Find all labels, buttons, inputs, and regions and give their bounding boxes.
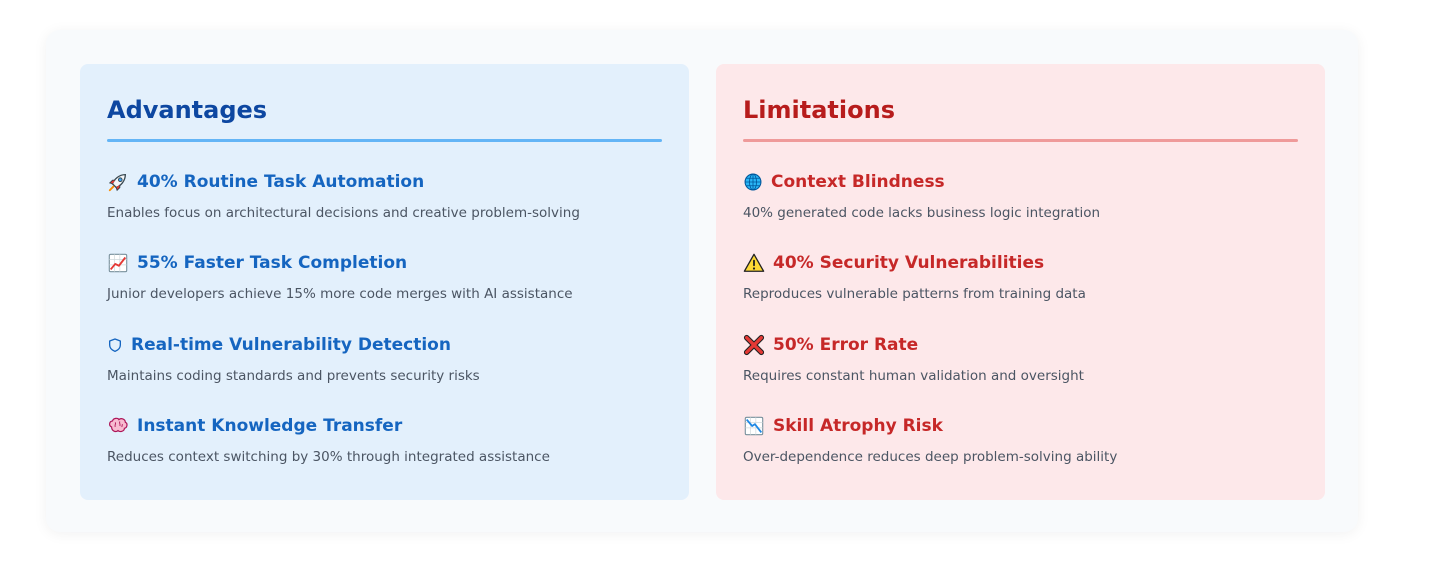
advantage-item: Instant Knowledge Transfer Reduces conte… [107, 414, 669, 466]
globe-icon [743, 171, 763, 193]
limitation-title: Context Blindness [771, 172, 945, 192]
limitations-panel: Limitations Context Blindness 40% genera… [716, 64, 1325, 500]
limitation-title: 40% Security Vulnerabilities [773, 253, 1045, 273]
chart-increasing-icon [107, 252, 129, 274]
limitation-title: 50% Error Rate [773, 335, 919, 355]
advantage-item: 40% Routine Task Automation Enables focu… [107, 170, 669, 222]
advantage-description: Junior developers achieve 15% more code … [107, 286, 573, 302]
cross-mark-icon [743, 334, 765, 356]
comparison-card: Advantages 40% Routine Task Automation E… [46, 30, 1358, 532]
rocket-icon [107, 171, 129, 193]
advantage-title: 55% Faster Task Completion [137, 253, 408, 273]
limitation-item: 50% Error Rate Requires constant human v… [743, 333, 1305, 385]
advantage-description: Enables focus on architectural decisions… [107, 205, 580, 221]
advantage-item: Real-time Vulnerability Detection Mainta… [107, 333, 669, 385]
limitation-description: 40% generated code lacks business logic … [743, 205, 1101, 221]
limitation-title: Skill Atrophy Risk [773, 416, 943, 436]
advantage-title: Real-time Vulnerability Detection [131, 335, 451, 355]
limitation-description: Over-dependence reduces deep problem-sol… [743, 449, 1118, 465]
warning-icon [743, 252, 765, 274]
shield-icon [107, 334, 123, 356]
brain-icon [107, 415, 129, 437]
advantages-panel: Advantages 40% Routine Task Automation E… [80, 64, 689, 500]
limitation-item: Context Blindness 40% generated code lac… [743, 170, 1305, 222]
chart-decreasing-icon [743, 415, 765, 437]
advantage-description: Maintains coding standards and prevents … [107, 368, 480, 384]
limitations-divider [743, 139, 1298, 142]
advantage-title: Instant Knowledge Transfer [137, 416, 403, 436]
advantage-item: 55% Faster Task Completion Junior develo… [107, 251, 669, 303]
limitation-item: Skill Atrophy Risk Over-dependence reduc… [743, 414, 1305, 466]
advantages-divider [107, 139, 662, 142]
limitation-description: Requires constant human validation and o… [743, 368, 1084, 384]
limitation-description: Reproduces vulnerable patterns from trai… [743, 286, 1086, 302]
advantage-description: Reduces context switching by 30% through… [107, 449, 550, 465]
advantage-title: 40% Routine Task Automation [137, 172, 425, 192]
limitation-item: 40% Security Vulnerabilities Reproduces … [743, 251, 1305, 303]
advantages-title: Advantages [107, 96, 268, 124]
limitations-title: Limitations [743, 96, 895, 124]
